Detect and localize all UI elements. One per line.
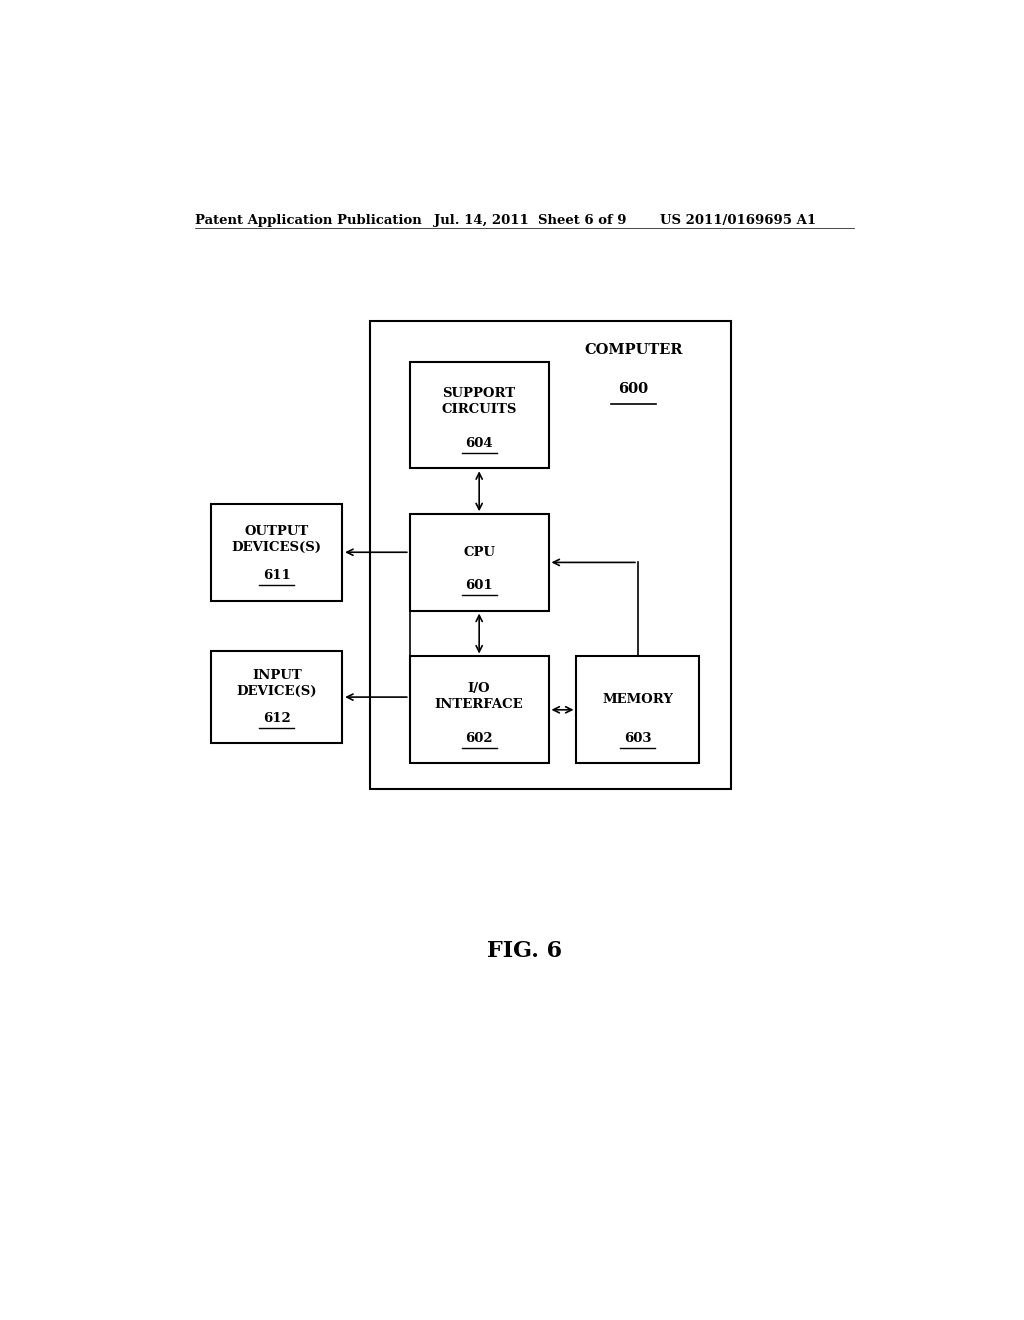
Text: 602: 602 <box>465 731 493 744</box>
Text: I/O
INTERFACE: I/O INTERFACE <box>435 682 523 711</box>
Text: Patent Application Publication: Patent Application Publication <box>196 214 422 227</box>
Text: 611: 611 <box>263 569 291 582</box>
Bar <box>410 515 549 611</box>
Text: CPU: CPU <box>463 545 496 558</box>
Bar <box>410 362 549 469</box>
Text: 601: 601 <box>465 579 493 593</box>
Text: 612: 612 <box>263 711 291 725</box>
Text: 603: 603 <box>625 731 651 744</box>
Text: 600: 600 <box>618 381 649 396</box>
Text: FIG. 6: FIG. 6 <box>487 940 562 962</box>
Text: Jul. 14, 2011  Sheet 6 of 9: Jul. 14, 2011 Sheet 6 of 9 <box>433 214 626 227</box>
Text: COMPUTER: COMPUTER <box>585 343 683 358</box>
Bar <box>577 656 699 763</box>
Bar <box>211 651 342 743</box>
Text: MEMORY: MEMORY <box>602 693 674 706</box>
Bar <box>410 656 549 763</box>
Bar <box>211 504 342 601</box>
Text: OUTPUT
DEVICES(S): OUTPUT DEVICES(S) <box>231 524 322 553</box>
Text: US 2011/0169695 A1: US 2011/0169695 A1 <box>659 214 816 227</box>
Text: 604: 604 <box>465 437 493 450</box>
Text: INPUT
DEVICE(S): INPUT DEVICE(S) <box>237 669 317 698</box>
Text: SUPPORT
CIRCUITS: SUPPORT CIRCUITS <box>441 387 517 416</box>
Bar <box>370 321 731 788</box>
